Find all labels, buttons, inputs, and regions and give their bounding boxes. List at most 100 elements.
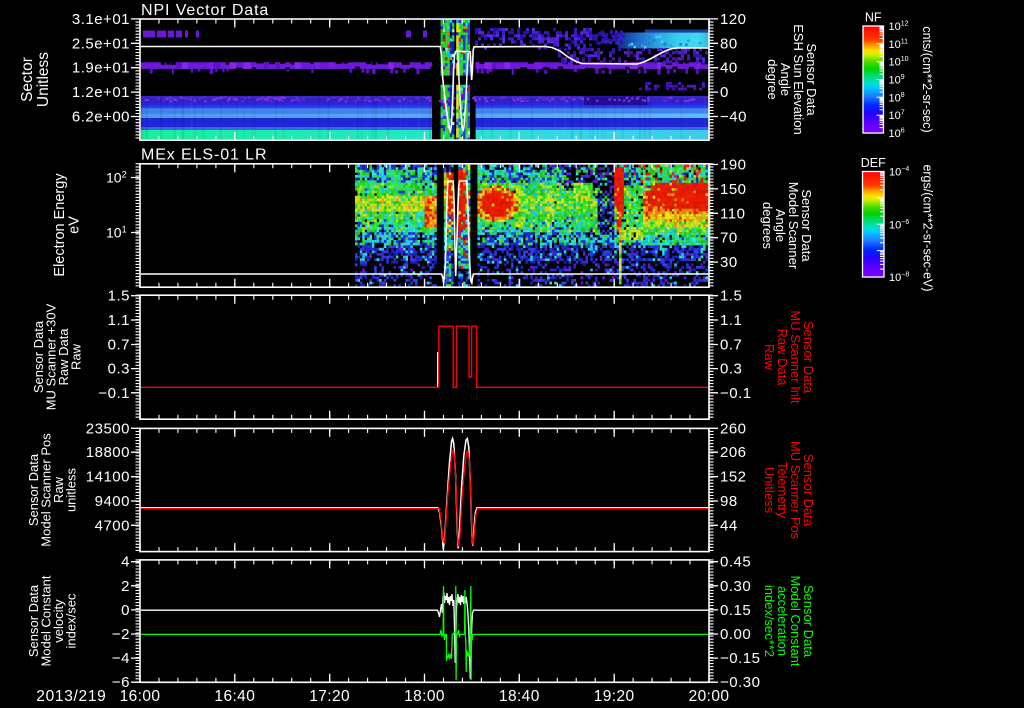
svg-text:ESH Sun Elevation: ESH Sun Elevation: [791, 24, 806, 135]
svg-text:3.1e+01: 3.1e+01: [72, 11, 130, 28]
svg-text:120: 120: [720, 11, 747, 28]
svg-text:degrees: degrees: [760, 202, 775, 249]
svg-text:Raw: Raw: [762, 344, 777, 371]
svg-text:acceleration: acceleration: [775, 586, 790, 656]
svg-text:Model Scanner Pos: Model Scanner Pos: [39, 433, 54, 547]
svg-text:Sensor Data: Sensor Data: [799, 189, 814, 262]
svg-text:16:00: 16:00: [120, 688, 161, 705]
svg-text:6.2e+00: 6.2e+00: [72, 109, 130, 126]
svg-text:0.3: 0.3: [720, 361, 742, 378]
svg-text:Telemetry: Telemetry: [775, 462, 790, 519]
svg-text:40: 40: [720, 60, 738, 77]
svg-text:MU Scanner Pos: MU Scanner Pos: [788, 441, 803, 540]
svg-text:Sensor Data: Sensor Data: [31, 320, 46, 393]
svg-text:eV: eV: [67, 216, 83, 234]
svg-text:2013/219: 2013/219: [36, 688, 106, 705]
svg-text:Sensor Data: Sensor Data: [26, 453, 41, 526]
svg-text:0.3: 0.3: [108, 361, 130, 378]
svg-text:0: 0: [720, 84, 729, 101]
svg-text:1.1: 1.1: [108, 312, 130, 329]
svg-text:98: 98: [720, 493, 738, 510]
svg-text:0.30: 0.30: [720, 578, 751, 595]
svg-text:152: 152: [720, 469, 747, 486]
svg-text:80: 80: [720, 35, 738, 52]
svg-text:18800: 18800: [86, 444, 130, 461]
svg-text:Model Scanner: Model Scanner: [786, 182, 801, 270]
svg-text:Unitless: Unitless: [762, 467, 777, 514]
svg-text:Sector: Sector: [19, 57, 36, 102]
svg-text:ergs/(cm**2-sr-sec-eV): ergs/(cm**2-sr-sec-eV): [921, 164, 935, 291]
svg-text:2.5e+01: 2.5e+01: [72, 35, 130, 52]
svg-text:index/sec: index/sec: [64, 593, 79, 648]
svg-text:30: 30: [720, 254, 738, 271]
svg-text:0.7: 0.7: [720, 337, 742, 354]
svg-text:Angle: Angle: [773, 209, 788, 242]
svg-text:1.1: 1.1: [720, 312, 742, 329]
svg-text:20:00: 20:00: [689, 688, 730, 705]
svg-text:4700: 4700: [95, 517, 130, 534]
svg-text:−6: −6: [112, 674, 130, 691]
svg-text:Sensor Data: Sensor Data: [801, 585, 816, 658]
svg-text:Electron Energy: Electron Energy: [52, 173, 68, 277]
svg-text:17:20: 17:20: [309, 688, 350, 705]
svg-text:19:20: 19:20: [594, 688, 635, 705]
svg-text:2: 2: [121, 578, 130, 595]
svg-text:degree: degree: [765, 59, 780, 99]
svg-text:Sensor Data: Sensor Data: [26, 584, 41, 657]
svg-text:0.7: 0.7: [108, 337, 130, 354]
svg-text:1.9e+01: 1.9e+01: [72, 60, 130, 77]
svg-text:Model Constant: Model Constant: [39, 575, 54, 666]
svg-text:18:40: 18:40: [499, 688, 540, 705]
svg-text:102: 102: [106, 170, 127, 186]
svg-text:NF: NF: [865, 11, 882, 25]
svg-text:−40: −40: [720, 109, 747, 126]
svg-text:0.00: 0.00: [720, 626, 751, 643]
svg-text:18:00: 18:00: [404, 688, 445, 705]
svg-text:110: 110: [720, 205, 745, 222]
svg-text:106: 106: [889, 128, 905, 141]
svg-text:190: 190: [720, 157, 747, 174]
svg-text:unitless: unitless: [64, 467, 79, 512]
svg-text:−4: −4: [112, 650, 130, 667]
svg-text:206: 206: [720, 444, 747, 461]
svg-text:Model Constant: Model Constant: [788, 575, 803, 666]
svg-text:101: 101: [106, 225, 127, 241]
svg-text:MEx ELS-01 LR: MEx ELS-01 LR: [141, 147, 267, 164]
svg-text:−0.30: −0.30: [720, 674, 760, 691]
svg-text:Angle: Angle: [778, 63, 793, 96]
svg-text:−0.1: −0.1: [98, 385, 130, 402]
svg-text:Sensor Data: Sensor Data: [804, 43, 819, 116]
svg-text:9400: 9400: [95, 493, 130, 510]
svg-text:MU Scanner +30V: MU Scanner +30V: [44, 303, 59, 410]
svg-text:Sensor Data: Sensor Data: [801, 454, 816, 527]
svg-text:14100: 14100: [86, 469, 130, 486]
svg-text:0: 0: [121, 602, 130, 619]
svg-text:cnts/(cm**2-sr-sec): cnts/(cm**2-sr-sec): [920, 26, 934, 132]
svg-text:260: 260: [720, 420, 747, 437]
svg-text:−2: −2: [112, 626, 130, 643]
svg-text:70: 70: [720, 230, 738, 247]
svg-text:0.15: 0.15: [720, 602, 751, 619]
svg-text:16:40: 16:40: [214, 688, 255, 705]
svg-text:Raw: Raw: [51, 476, 66, 503]
svg-text:1.5: 1.5: [108, 288, 130, 305]
svg-text:4: 4: [121, 554, 130, 571]
svg-text:MU Scanner Inlt: MU Scanner Inlt: [788, 310, 803, 404]
svg-text:107: 107: [889, 110, 905, 123]
svg-text:Raw Data: Raw Data: [56, 328, 71, 386]
svg-text:150: 150: [720, 181, 747, 198]
svg-text:Raw: Raw: [69, 343, 84, 370]
svg-text:index/sec**2: index/sec**2: [762, 585, 777, 657]
svg-text:108: 108: [889, 92, 905, 105]
svg-text:−0.1: −0.1: [720, 385, 752, 402]
svg-text:0.45: 0.45: [720, 554, 751, 571]
svg-text:23500: 23500: [86, 420, 130, 437]
svg-text:Unitless: Unitless: [35, 52, 52, 107]
svg-text:DEF: DEF: [861, 156, 886, 170]
svg-text:1.5: 1.5: [720, 288, 742, 305]
svg-text:1.2e+01: 1.2e+01: [72, 84, 130, 101]
svg-text:NPI Vector Data: NPI Vector Data: [141, 2, 269, 19]
svg-text:Raw Data: Raw Data: [775, 328, 790, 386]
svg-text:velocity: velocity: [51, 599, 66, 643]
svg-text:Sensor Data: Sensor Data: [801, 321, 816, 394]
